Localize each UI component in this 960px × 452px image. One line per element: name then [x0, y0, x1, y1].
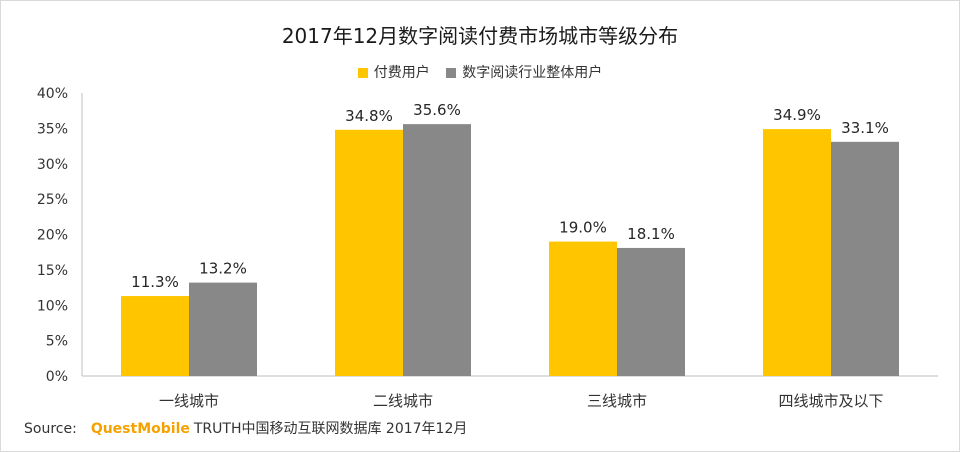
y-tick-label: 25%	[37, 192, 68, 208]
data-label: 34.8%	[345, 107, 393, 125]
data-label: 33.1%	[841, 119, 889, 137]
legend: 付费用户 数字阅读行业整体用户	[0, 62, 960, 82]
data-label: 13.2%	[199, 260, 247, 278]
data-label: 11.3%	[131, 273, 179, 291]
bar-paid	[121, 296, 189, 376]
y-tick-label: 10%	[37, 298, 68, 314]
source-label: Source:	[24, 421, 77, 437]
bar-paid	[335, 129, 403, 376]
legend-swatch-paid	[357, 68, 368, 78]
data-label: 35.6%	[413, 101, 461, 119]
y-tick-label: 20%	[37, 228, 68, 244]
source-text: TRUTH中国移动互联网数据库 2017年12月	[193, 421, 468, 437]
x-tick-label: 三线城市	[587, 392, 647, 410]
data-label: 34.9%	[773, 106, 821, 124]
bar-paid	[763, 129, 831, 376]
y-tick-label: 0%	[46, 369, 68, 385]
source-brand-logo: QuestMobile	[90, 421, 190, 437]
bar-overall	[403, 124, 471, 376]
bar-labels: 11.3% 13.2% 34.8% 35.6% 19.0% 18.1% 34.9% 33.1%	[131, 101, 889, 291]
legend-label-overall: 数字阅读行业整体用户	[462, 65, 603, 81]
x-tick-label: 二线城市	[373, 392, 433, 410]
x-tick-label: 四线城市及以下	[778, 392, 883, 410]
legend-swatch-overall	[446, 68, 457, 78]
x-tick-label: 一线城市	[159, 392, 219, 410]
chart-title: 2017年12月数字阅读付费市场城市等级分布	[281, 24, 679, 48]
y-tick-label: 40%	[37, 86, 68, 102]
bar-overall	[831, 141, 899, 376]
legend-label-paid: 付费用户	[373, 65, 430, 81]
bar-paid	[549, 241, 617, 376]
y-tick-label: 30%	[37, 157, 68, 173]
bar-overall	[617, 247, 685, 376]
y-tick-label: 15%	[37, 263, 68, 279]
source-line: Source: QuestMobile TRUTH中国移动互联网数据库 2017年1…	[24, 418, 467, 438]
legend-item-paid: 付费用户	[357, 62, 430, 82]
bar-overall	[189, 282, 257, 376]
data-label: 18.1%	[627, 225, 675, 243]
legend-item-overall: 数字阅读行业整体用户	[446, 62, 602, 82]
y-tick-label: 5%	[46, 334, 68, 350]
ticks: 0% 5% 10% 15% 20% 25% 30% 35% 40% 一线城市 二线城市 三线城市 四线城…	[37, 86, 884, 410]
y-tick-label: 35%	[37, 121, 68, 137]
data-label: 19.0%	[559, 219, 607, 237]
bars	[121, 124, 899, 376]
